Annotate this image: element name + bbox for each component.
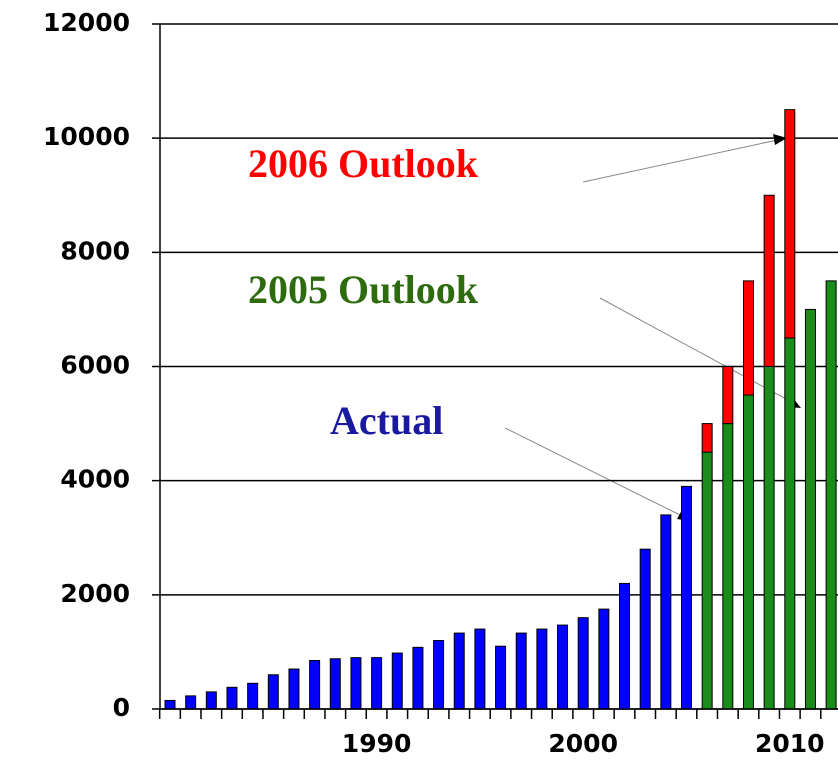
bar [247, 682, 259, 710]
arrow [504, 427, 687, 519]
bar [701, 451, 713, 710]
bar [350, 657, 362, 710]
bar [660, 514, 672, 710]
bar [433, 640, 445, 710]
bar [681, 485, 692, 710]
bar [185, 695, 197, 710]
bar [825, 280, 837, 710]
bar [784, 337, 796, 710]
bar [226, 686, 238, 710]
bar [619, 582, 631, 710]
arrowhead [773, 134, 787, 145]
bar [598, 608, 610, 710]
bar [205, 691, 217, 710]
bar [288, 668, 300, 710]
bar [701, 423, 713, 453]
bar [495, 645, 507, 710]
bar [742, 394, 754, 710]
bar [515, 632, 527, 710]
annotation-actual: Actual [330, 398, 443, 443]
y-tick-label: 0 [113, 693, 130, 722]
y-tick-label: 6000 [60, 351, 130, 380]
y-tick-label: 8000 [60, 236, 130, 265]
bar [371, 657, 383, 710]
x-tick-label: 2000 [548, 729, 618, 758]
bar [474, 628, 486, 710]
y-tick-label: 12000 [43, 8, 130, 37]
bar [412, 646, 424, 710]
bar [164, 699, 176, 710]
x-tick-label: 1990 [342, 729, 412, 758]
bar [742, 280, 754, 396]
bar [763, 366, 775, 710]
x-tick-label: 2010 [755, 729, 825, 758]
y-tick-label: 4000 [60, 465, 130, 494]
bar [536, 628, 548, 710]
bar [784, 109, 796, 339]
bar [763, 194, 775, 367]
arrow [582, 138, 783, 183]
bar [722, 423, 734, 710]
annotation-2005: 2005 Outlook [248, 267, 479, 312]
bar [309, 659, 321, 710]
bar [557, 624, 569, 710]
bar [722, 366, 734, 425]
y-tick-label: 2000 [60, 579, 130, 608]
y-tick-label: 10000 [43, 122, 130, 151]
bar [639, 548, 651, 710]
bar [391, 652, 403, 710]
bar [329, 658, 341, 710]
bar [267, 674, 279, 710]
annotation-arrows [504, 134, 801, 521]
bar [804, 308, 816, 710]
annotation-2006: 2006 Outlook [248, 141, 479, 186]
bar [453, 632, 465, 710]
bar [577, 617, 589, 710]
